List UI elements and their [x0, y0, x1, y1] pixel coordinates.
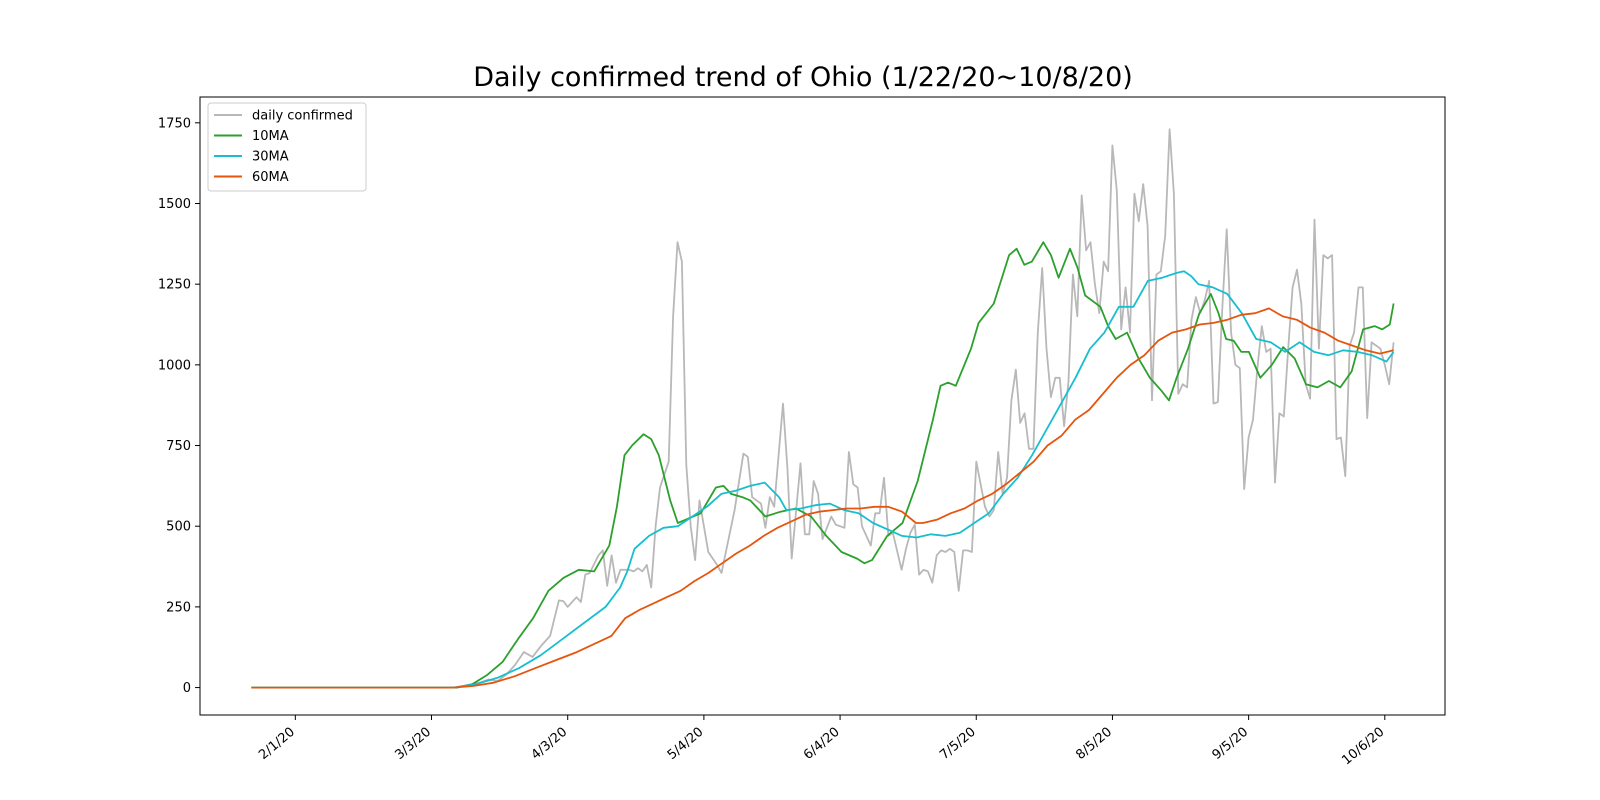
x-tick-label: 6/4/20 — [801, 725, 843, 763]
x-tick-label: 9/5/20 — [1210, 725, 1252, 763]
x-tick-label: 7/5/20 — [937, 725, 979, 763]
y-tick-label: 750 — [166, 439, 191, 454]
series-line-30ma — [251, 270, 1395, 689]
y-tick-label: 1000 — [158, 358, 191, 373]
x-tick-label: 10/6/20 — [1339, 725, 1387, 769]
y-tick-label: 0 — [183, 681, 191, 696]
x-axis: 2/1/20 3/3/20 4/3/20 5/4/20 6/4/20 7/5/20 8/5/… — [256, 715, 1387, 768]
x-tick-label: 5/4/20 — [665, 725, 707, 763]
series-line-10ma — [251, 241, 1395, 689]
legend-label-10ma: 10MA — [252, 129, 289, 144]
x-tick-label: 3/3/20 — [392, 725, 434, 763]
legend-label-60ma: 60MA — [252, 170, 289, 185]
x-tick-label: 8/5/20 — [1073, 725, 1115, 763]
x-tick-label: 4/3/20 — [529, 725, 571, 763]
legend: daily confirmed 10MA 30MA 60MA — [207, 102, 367, 192]
series-line-60ma — [251, 307, 1394, 689]
y-tick-label: 250 — [166, 600, 191, 615]
legend-label-daily-confirmed: daily confirmed — [252, 109, 353, 124]
y-axis: 0 250 500 750 1000 1250 1500 1750 — [158, 116, 200, 696]
plot-area — [199, 96, 1446, 716]
legend-label-30ma: 30MA — [252, 150, 289, 165]
chart-title: Daily confirmed trend of Ohio (1/22/20~1… — [473, 62, 1133, 93]
y-tick-label: 1500 — [158, 197, 191, 212]
series-layer — [251, 128, 1395, 689]
y-tick-label: 1250 — [158, 278, 191, 293]
y-tick-label: 1750 — [158, 116, 191, 131]
series-line-daily-confirmed — [251, 128, 1395, 689]
y-tick-label: 500 — [166, 520, 191, 535]
legend-box — [207, 102, 367, 192]
x-tick-label: 2/1/20 — [256, 725, 298, 763]
